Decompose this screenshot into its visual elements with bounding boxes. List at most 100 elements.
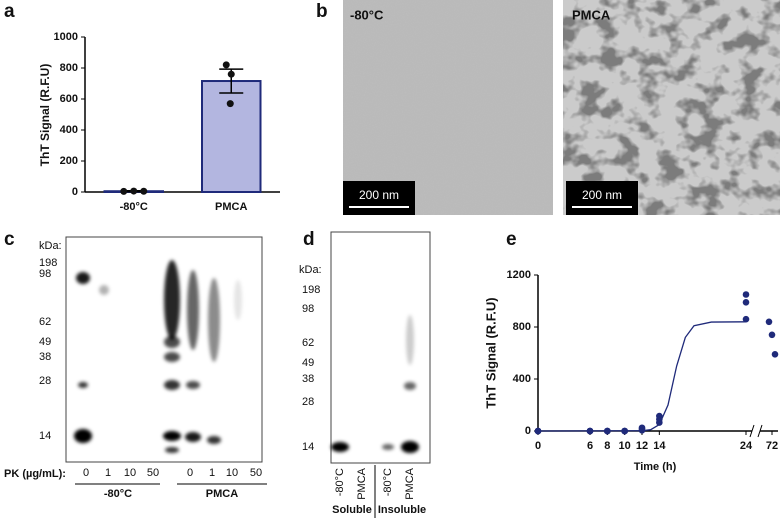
y-tick-label: 0 (525, 425, 531, 437)
gel-band (164, 336, 180, 348)
data-point (604, 427, 611, 435)
panel-label: b (316, 1, 328, 22)
x-tick-label: 24 (740, 440, 753, 452)
kda-label: 38 (39, 351, 51, 363)
gel-band (331, 442, 349, 452)
data-point (222, 61, 230, 69)
pk-label: 10 (226, 467, 238, 479)
gel-c (65, 236, 263, 463)
x-axis-label: Time (h) (634, 461, 677, 473)
x-tick-label: 12 (636, 440, 648, 452)
pk-label: 0 (187, 467, 193, 479)
x-tick-label: 6 (587, 440, 593, 452)
data-point (120, 187, 128, 195)
data-point (771, 351, 779, 358)
gel-band (404, 382, 416, 390)
lane-label: -80°C (334, 468, 346, 496)
y-tick-label: 0 (72, 186, 78, 198)
gel-band (164, 352, 180, 362)
kda-label: 98 (302, 303, 314, 315)
kda-label: 62 (302, 337, 314, 349)
kda-title: kDa: (39, 240, 62, 252)
pk-label: 10 (124, 467, 136, 479)
pk-title: PK (µg/mL): (4, 468, 66, 480)
gel-band (76, 272, 90, 284)
x-tick-label: PMCA (215, 201, 247, 213)
micrograph-label: -80°C (350, 7, 384, 22)
kda-label: 14 (302, 441, 314, 453)
gel-band (74, 429, 92, 443)
kda-label: 28 (302, 396, 314, 408)
scale-bar-box (343, 181, 415, 215)
y-tick-label: 1000 (54, 31, 78, 43)
y-tick-label: 400 (60, 124, 78, 136)
panel-label: a (4, 1, 15, 22)
kda-label: 49 (302, 357, 314, 369)
gel-band (164, 260, 180, 340)
gel-band (187, 270, 199, 350)
data-point (227, 70, 235, 78)
group-label: Insoluble (378, 504, 426, 516)
micrograph-label: PMCA (572, 7, 611, 22)
kda-label: 62 (39, 316, 51, 328)
bar (201, 80, 262, 193)
gel-band (207, 436, 221, 444)
group-label: PMCA (206, 488, 238, 500)
scale-bar-label: 200 nm (359, 188, 399, 202)
data-point (130, 187, 138, 195)
panel-label: d (303, 229, 315, 250)
scale-bar-box (566, 181, 638, 215)
x-tick-label: 10 (619, 440, 631, 452)
lane-label: PMCA (356, 467, 368, 499)
panel-label: c (4, 229, 15, 250)
x-tick-label: 8 (604, 440, 610, 452)
fit-curve (537, 321, 747, 432)
pk-label: 50 (147, 467, 159, 479)
x-tick-label: 0 (535, 440, 541, 452)
gel-band (406, 315, 414, 365)
x-tick-label: -80°C (120, 201, 148, 213)
pk-label: 0 (83, 467, 89, 479)
scale-bar-label: 200 nm (582, 188, 622, 202)
lane-label: -80°C (382, 468, 394, 496)
gel-band (208, 278, 220, 362)
gel-band (165, 447, 179, 453)
x-tick-label: 72 (766, 440, 778, 452)
data-point (742, 299, 750, 306)
gel-band (234, 280, 242, 320)
y-tick-label: 800 (60, 62, 78, 74)
gel-band (186, 381, 200, 389)
panel-label: e (506, 229, 517, 250)
kda-label: 28 (39, 375, 51, 387)
y-tick-label: 1200 (507, 269, 531, 281)
pk-label: 50 (250, 467, 262, 479)
micrograph-texture (343, 0, 553, 215)
pk-label: 1 (209, 467, 215, 479)
y-axis-label: ThT Signal (R.F.U) (483, 297, 498, 408)
kda-label: 14 (39, 430, 51, 442)
gel-band (185, 432, 201, 442)
gel-band (78, 382, 88, 388)
data-point (768, 331, 776, 339)
y-tick-label: 800 (513, 321, 531, 333)
fibril-texture (563, 0, 780, 215)
kda-label: 49 (39, 336, 51, 348)
data-point (534, 427, 542, 435)
data-point (656, 419, 663, 426)
data-point (140, 187, 148, 195)
data-point (586, 427, 594, 435)
y-tick-label: 400 (513, 373, 531, 385)
y-tick-label: 600 (60, 93, 78, 105)
group-label: -80°C (104, 488, 132, 500)
y-axis-label: ThT Signal (R.F.U) (38, 64, 52, 167)
pk-label: 1 (105, 467, 111, 479)
group-label: Soluble (332, 504, 372, 516)
data-point (621, 427, 628, 435)
gel-band (164, 380, 180, 390)
lane-label: PMCA (404, 467, 416, 499)
y-tick-label: 200 (60, 155, 78, 167)
x-tick-label: 14 (653, 440, 666, 452)
gel-band (163, 431, 181, 441)
kda-label: 38 (302, 373, 314, 385)
